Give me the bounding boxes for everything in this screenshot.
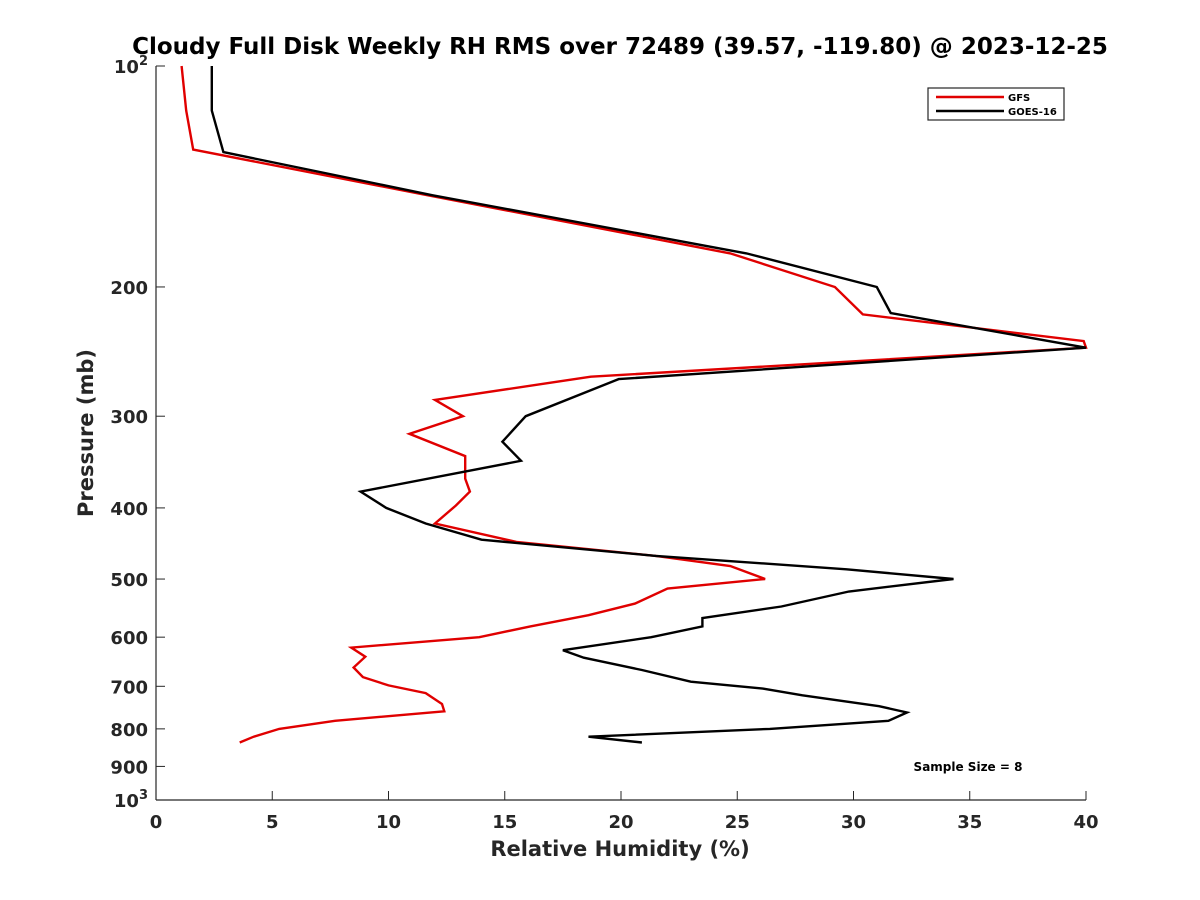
series-layer [180, 65, 1088, 744]
series-line-goes-16 [210, 66, 1087, 744]
x-tick-label: 15 [492, 812, 517, 833]
y-tick-label: 103 [114, 788, 148, 812]
y-tick-label: 500 [110, 570, 148, 591]
y-tick-label: 600 [110, 628, 148, 649]
x-tick-label: 40 [1073, 812, 1098, 833]
legend-label: GFS [1008, 93, 1030, 104]
x-tick-label: 20 [608, 812, 633, 833]
plot-axes: 0 5 10 15 20 25 30 35 40 102 200 300 400 500 600 700 800… [110, 54, 1098, 833]
x-tick-label: 35 [957, 812, 982, 833]
x-tick-label: 0 [150, 812, 163, 833]
x-axis-label: Relative Humidity (%) [490, 837, 749, 861]
x-tick-label: 5 [266, 812, 279, 833]
y-tick-label: 300 [110, 407, 148, 428]
y-tick-label: 200 [110, 278, 148, 299]
y-tick-label: 700 [110, 677, 148, 698]
x-tick-label: 25 [725, 812, 750, 833]
y-tick-label: 400 [110, 499, 148, 520]
y-tick-label: 102 [114, 54, 148, 78]
y-tick-label: 800 [110, 720, 148, 741]
sample-size-annotation: Sample Size = 8 [914, 760, 1023, 774]
y-axis-label: Pressure (mb) [74, 349, 98, 517]
x-tick-label: 30 [841, 812, 866, 833]
y-tick-label: 900 [110, 757, 148, 778]
legend: GFS GOES-16 [927, 87, 1065, 121]
x-tick-label: 10 [376, 812, 401, 833]
legend-box [927, 87, 1065, 121]
legend-label: GOES-16 [1008, 107, 1057, 118]
chart-title: Cloudy Full Disk Weekly RH RMS over 7248… [132, 34, 1108, 60]
